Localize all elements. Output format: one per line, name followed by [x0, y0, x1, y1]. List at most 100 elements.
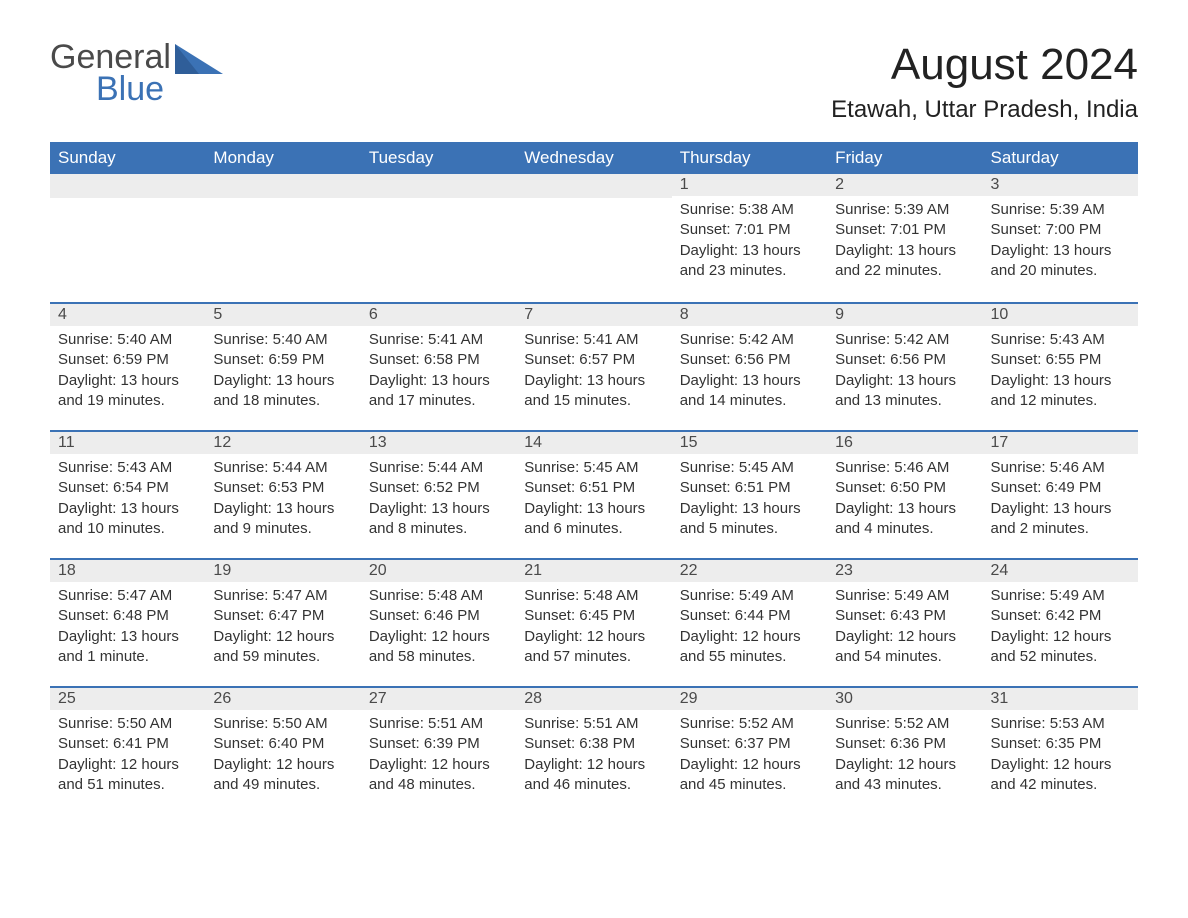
cell-daynum: 22 [672, 558, 827, 582]
cell-sunrise: Sunrise: 5:47 AM [213, 586, 352, 606]
cell-sunset: Sunset: 6:56 PM [680, 350, 819, 370]
cell-daylight: Daylight: 13 hours and 9 minutes. [213, 499, 352, 540]
cell-daylight: Daylight: 13 hours and 22 minutes. [835, 241, 974, 282]
cell-daylight: Daylight: 13 hours and 18 minutes. [213, 371, 352, 412]
cell-daynum: 10 [983, 302, 1138, 326]
calendar-cell: 24Sunrise: 5:49 AMSunset: 6:42 PMDayligh… [983, 558, 1138, 686]
calendar-cell: 17Sunrise: 5:46 AMSunset: 6:49 PMDayligh… [983, 430, 1138, 558]
calendar-cell: 13Sunrise: 5:44 AMSunset: 6:52 PMDayligh… [361, 430, 516, 558]
cell-daynum [205, 174, 360, 198]
cell-sunrise: Sunrise: 5:53 AM [991, 714, 1130, 734]
cell-daylight: Daylight: 12 hours and 46 minutes. [524, 755, 663, 796]
calendar-cell: 18Sunrise: 5:47 AMSunset: 6:48 PMDayligh… [50, 558, 205, 686]
logo: General Blue [50, 40, 223, 105]
cell-sunrise: Sunrise: 5:45 AM [680, 458, 819, 478]
calendar-week: 11Sunrise: 5:43 AMSunset: 6:54 PMDayligh… [50, 430, 1138, 558]
cell-sunrise: Sunrise: 5:41 AM [524, 330, 663, 350]
calendar-cell [516, 174, 671, 302]
cell-daylight: Daylight: 12 hours and 54 minutes. [835, 627, 974, 668]
cell-sunset: Sunset: 6:35 PM [991, 734, 1130, 754]
cell-daylight: Daylight: 12 hours and 51 minutes. [58, 755, 197, 796]
calendar-cell: 8Sunrise: 5:42 AMSunset: 6:56 PMDaylight… [672, 302, 827, 430]
calendar-cell: 19Sunrise: 5:47 AMSunset: 6:47 PMDayligh… [205, 558, 360, 686]
dayname-friday: Friday [827, 142, 982, 174]
dayname-sunday: Sunday [50, 142, 205, 174]
cell-sunrise: Sunrise: 5:49 AM [680, 586, 819, 606]
cell-sunrise: Sunrise: 5:51 AM [369, 714, 508, 734]
cell-daylight: Daylight: 12 hours and 48 minutes. [369, 755, 508, 796]
dayname-monday: Monday [205, 142, 360, 174]
cell-sunrise: Sunrise: 5:44 AM [369, 458, 508, 478]
cell-sunset: Sunset: 6:47 PM [213, 606, 352, 626]
cell-sunrise: Sunrise: 5:51 AM [524, 714, 663, 734]
cell-daynum: 18 [50, 558, 205, 582]
cell-daylight: Daylight: 13 hours and 6 minutes. [524, 499, 663, 540]
calendar-cell [205, 174, 360, 302]
cell-sunset: Sunset: 6:59 PM [213, 350, 352, 370]
cell-sunrise: Sunrise: 5:49 AM [991, 586, 1130, 606]
cell-sunset: Sunset: 6:50 PM [835, 478, 974, 498]
cell-body: Sunrise: 5:49 AMSunset: 6:44 PMDaylight:… [672, 582, 827, 675]
calendar-cell: 7Sunrise: 5:41 AMSunset: 6:57 PMDaylight… [516, 302, 671, 430]
cell-daylight: Daylight: 12 hours and 52 minutes. [991, 627, 1130, 668]
calendar-cell [50, 174, 205, 302]
cell-sunset: Sunset: 6:51 PM [524, 478, 663, 498]
calendar-cell: 5Sunrise: 5:40 AMSunset: 6:59 PMDaylight… [205, 302, 360, 430]
calendar-cell: 30Sunrise: 5:52 AMSunset: 6:36 PMDayligh… [827, 686, 982, 814]
cell-body: Sunrise: 5:47 AMSunset: 6:48 PMDaylight:… [50, 582, 205, 675]
logo-text-blue: Blue [96, 74, 171, 105]
cell-sunrise: Sunrise: 5:41 AM [369, 330, 508, 350]
calendar-cell: 20Sunrise: 5:48 AMSunset: 6:46 PMDayligh… [361, 558, 516, 686]
cell-sunrise: Sunrise: 5:39 AM [991, 200, 1130, 220]
cell-daylight: Daylight: 12 hours and 43 minutes. [835, 755, 974, 796]
cell-sunset: Sunset: 6:37 PM [680, 734, 819, 754]
cell-daynum: 14 [516, 430, 671, 454]
cell-sunrise: Sunrise: 5:50 AM [58, 714, 197, 734]
cell-sunrise: Sunrise: 5:50 AM [213, 714, 352, 734]
calendar-week: 1Sunrise: 5:38 AMSunset: 7:01 PMDaylight… [50, 174, 1138, 302]
cell-body: Sunrise: 5:45 AMSunset: 6:51 PMDaylight:… [516, 454, 671, 547]
cell-daylight: Daylight: 13 hours and 13 minutes. [835, 371, 974, 412]
cell-body: Sunrise: 5:41 AMSunset: 6:57 PMDaylight:… [516, 326, 671, 419]
cell-daynum: 11 [50, 430, 205, 454]
cell-body: Sunrise: 5:48 AMSunset: 6:46 PMDaylight:… [361, 582, 516, 675]
calendar-week: 4Sunrise: 5:40 AMSunset: 6:59 PMDaylight… [50, 302, 1138, 430]
cell-sunrise: Sunrise: 5:52 AM [680, 714, 819, 734]
calendar-cell: 10Sunrise: 5:43 AMSunset: 6:55 PMDayligh… [983, 302, 1138, 430]
cell-sunrise: Sunrise: 5:42 AM [680, 330, 819, 350]
cell-daynum: 13 [361, 430, 516, 454]
cell-daynum: 4 [50, 302, 205, 326]
cell-body: Sunrise: 5:46 AMSunset: 6:49 PMDaylight:… [983, 454, 1138, 547]
cell-daynum: 5 [205, 302, 360, 326]
calendar-cell: 27Sunrise: 5:51 AMSunset: 6:39 PMDayligh… [361, 686, 516, 814]
cell-sunrise: Sunrise: 5:40 AM [213, 330, 352, 350]
cell-daynum: 7 [516, 302, 671, 326]
calendar-cell: 3Sunrise: 5:39 AMSunset: 7:00 PMDaylight… [983, 174, 1138, 302]
cell-body: Sunrise: 5:52 AMSunset: 6:36 PMDaylight:… [827, 710, 982, 803]
cell-body: Sunrise: 5:40 AMSunset: 6:59 PMDaylight:… [205, 326, 360, 419]
cell-daynum: 12 [205, 430, 360, 454]
cell-daynum: 21 [516, 558, 671, 582]
cell-daylight: Daylight: 12 hours and 58 minutes. [369, 627, 508, 668]
cell-body: Sunrise: 5:43 AMSunset: 6:55 PMDaylight:… [983, 326, 1138, 419]
dayname-thursday: Thursday [672, 142, 827, 174]
cell-sunset: Sunset: 6:44 PM [680, 606, 819, 626]
cell-sunset: Sunset: 6:54 PM [58, 478, 197, 498]
cell-sunrise: Sunrise: 5:47 AM [58, 586, 197, 606]
calendar-week: 18Sunrise: 5:47 AMSunset: 6:48 PMDayligh… [50, 558, 1138, 686]
cell-sunrise: Sunrise: 5:40 AM [58, 330, 197, 350]
cell-daylight: Daylight: 12 hours and 57 minutes. [524, 627, 663, 668]
cell-body: Sunrise: 5:44 AMSunset: 6:52 PMDaylight:… [361, 454, 516, 547]
cell-sunrise: Sunrise: 5:43 AM [991, 330, 1130, 350]
cell-sunrise: Sunrise: 5:38 AM [680, 200, 819, 220]
calendar-cell: 22Sunrise: 5:49 AMSunset: 6:44 PMDayligh… [672, 558, 827, 686]
cell-daynum: 23 [827, 558, 982, 582]
dayname-row: Sunday Monday Tuesday Wednesday Thursday… [50, 142, 1138, 174]
cell-daylight: Daylight: 13 hours and 20 minutes. [991, 241, 1130, 282]
cell-daynum: 31 [983, 686, 1138, 710]
cell-daylight: Daylight: 13 hours and 5 minutes. [680, 499, 819, 540]
cell-body: Sunrise: 5:52 AMSunset: 6:37 PMDaylight:… [672, 710, 827, 803]
cell-daylight: Daylight: 12 hours and 42 minutes. [991, 755, 1130, 796]
calendar-week: 25Sunrise: 5:50 AMSunset: 6:41 PMDayligh… [50, 686, 1138, 814]
cell-daynum: 27 [361, 686, 516, 710]
